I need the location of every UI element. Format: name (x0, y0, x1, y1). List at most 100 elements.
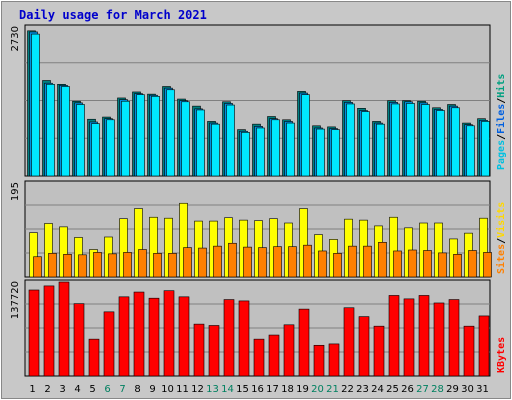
bar-pages-day-30 (466, 125, 475, 177)
series-axis-label-part: Files (495, 104, 507, 134)
bar-kbytes-day-12 (193, 323, 205, 377)
x-tick-label: 8 (134, 384, 140, 395)
bar-sites-day-20 (318, 250, 327, 278)
bar-pages-day-11 (181, 101, 190, 177)
x-tick-label: 21 (326, 384, 339, 395)
bar-pages-day-13 (211, 123, 220, 177)
x-tick-label: 18 (281, 384, 294, 395)
bar-pages-day-26 (406, 103, 415, 177)
bar-pages-day-19 (301, 94, 310, 177)
bar-sites-day-11 (183, 247, 192, 278)
bar-sites-day-8 (138, 249, 147, 278)
bar-sites-day-19 (303, 244, 312, 278)
bar-kbytes-day-9 (148, 297, 160, 377)
bar-pages-day-14 (226, 104, 235, 177)
x-tick-label: 9 (149, 384, 155, 395)
x-tick-label: 27 (416, 384, 429, 395)
bar-pages-day-1 (31, 33, 40, 177)
x-tick-label: 26 (401, 384, 414, 395)
bar-pages-day-25 (391, 103, 400, 177)
bar-pages-day-17 (271, 119, 280, 177)
bar-pages-day-28 (436, 110, 445, 177)
bar-pages-day-29 (451, 107, 460, 177)
x-tick-label: 3 (59, 384, 65, 395)
bar-sites-day-21 (333, 253, 342, 278)
bar-sites-day-14 (228, 242, 237, 278)
bar-kbytes-day-23 (358, 316, 370, 377)
x-tick-label: 17 (266, 384, 279, 395)
x-tick-label: 19 (296, 384, 309, 395)
bar-kbytes-day-20 (313, 344, 325, 377)
bar-pages-day-22 (346, 103, 355, 177)
bar-kbytes-day-13 (208, 325, 220, 377)
series-axis-label-part: Sites (495, 244, 507, 274)
bar-pages-day-4 (76, 104, 85, 177)
x-tick-label: 20 (311, 384, 324, 395)
bar-sites-day-28 (438, 252, 447, 278)
bar-sites-day-10 (168, 253, 177, 278)
x-tick-label: 23 (356, 384, 369, 395)
bar-sites-day-9 (153, 253, 162, 278)
x-tick-label: 6 (104, 384, 110, 395)
x-tick-label: 28 (431, 384, 444, 395)
bar-pages-day-5 (91, 123, 100, 177)
bar-kbytes-day-5 (88, 338, 100, 377)
bar-kbytes-day-24 (373, 325, 385, 377)
bar-pages-day-9 (151, 96, 160, 177)
x-tick-label: 30 (461, 384, 474, 395)
bar-kbytes-day-29 (448, 299, 460, 377)
bar-pages-day-21 (331, 129, 340, 177)
bar-pages-day-23 (361, 111, 370, 177)
bar-sites-day-6 (108, 253, 117, 278)
series-axis-label-part: / (496, 98, 507, 104)
bar-kbytes-day-10 (163, 290, 175, 377)
bar-kbytes-day-25 (388, 295, 400, 377)
bar-kbytes-day-22 (343, 307, 355, 377)
series-axis-label: Pages/Files/Hits (495, 74, 507, 170)
bar-kbytes-day-8 (133, 291, 145, 377)
panel-3: 137720 KBytes (10, 279, 507, 377)
bar-sites-day-7 (123, 252, 132, 278)
bar-pages-day-10 (166, 89, 175, 177)
series-axis-label-part: / (496, 134, 507, 140)
bar-pages-day-24 (376, 123, 385, 177)
bar-kbytes-day-21 (328, 343, 340, 377)
x-tick-label: 22 (341, 384, 354, 395)
x-tick-label: 7 (119, 384, 125, 395)
bar-sites-day-16 (258, 247, 267, 278)
bar-kbytes-day-3 (58, 281, 70, 377)
bar-pages-day-18 (286, 122, 295, 177)
bar-sites-day-2 (48, 253, 57, 278)
series-axis-label-part: KBytes (496, 337, 507, 373)
series-axis-label-part: Visits (495, 202, 507, 238)
x-tick-label: 16 (251, 384, 264, 395)
x-tick-label: 4 (74, 384, 80, 395)
bar-kbytes-day-6 (103, 311, 115, 377)
x-tick-label: 2 (44, 384, 50, 395)
bar-kbytes-day-28 (433, 302, 445, 377)
series-axis-label: Sites/Visits (495, 202, 507, 274)
bar-kbytes-day-19 (298, 308, 310, 377)
bar-kbytes-day-27 (418, 295, 430, 377)
bar-sites-day-26 (408, 249, 417, 278)
x-tick-label: 1 (29, 384, 35, 395)
bar-sites-day-17 (273, 246, 282, 278)
bar-sites-day-4 (78, 254, 87, 278)
panel-2: 195 Sites/Visits (10, 180, 507, 278)
x-tick-label: 24 (371, 384, 384, 395)
bar-kbytes-day-2 (43, 285, 55, 377)
bar-sites-day-22 (348, 245, 357, 278)
x-tick-label: 15 (236, 384, 249, 395)
bar-sites-day-23 (363, 245, 372, 278)
y-max-label: 195 (10, 182, 21, 201)
x-tick-label: 13 (206, 384, 219, 395)
series-axis-label-part: Hits (495, 74, 507, 98)
bar-kbytes-day-11 (178, 296, 190, 377)
bar-sites-day-13 (213, 245, 222, 278)
bar-kbytes-day-4 (73, 303, 85, 377)
bar-sites-day-30 (468, 250, 477, 278)
bar-pages-day-27 (421, 104, 430, 177)
x-tick-label: 14 (221, 384, 234, 395)
